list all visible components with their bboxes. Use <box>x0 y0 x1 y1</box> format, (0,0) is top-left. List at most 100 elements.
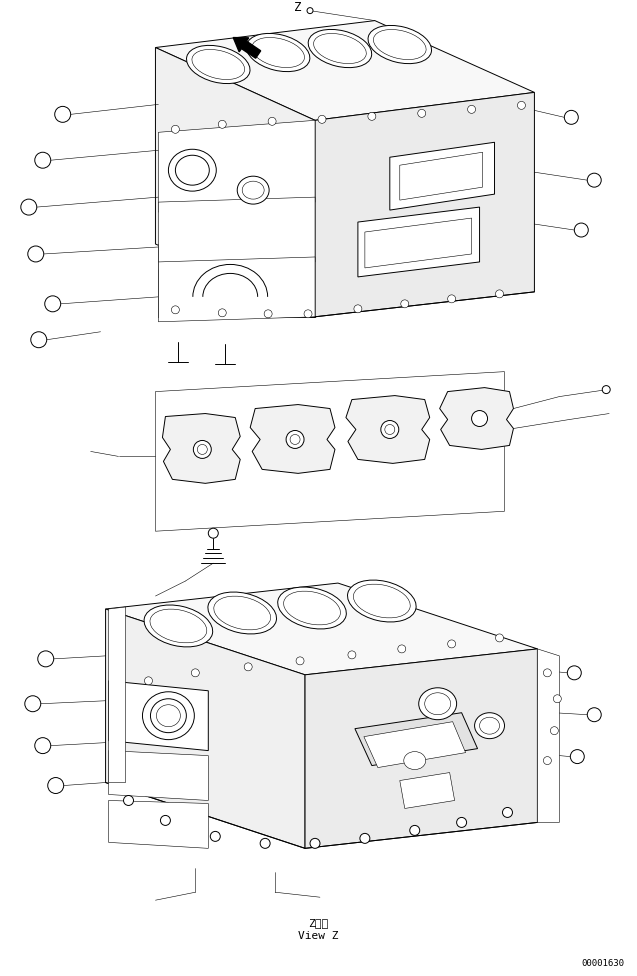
Ellipse shape <box>144 605 213 647</box>
Ellipse shape <box>168 149 217 191</box>
Circle shape <box>21 199 37 215</box>
Polygon shape <box>538 649 559 823</box>
Circle shape <box>448 640 455 648</box>
Polygon shape <box>390 142 494 210</box>
Ellipse shape <box>348 580 416 622</box>
Circle shape <box>543 756 552 764</box>
Circle shape <box>55 106 71 122</box>
Circle shape <box>48 778 64 793</box>
Polygon shape <box>400 773 455 808</box>
Polygon shape <box>365 218 471 268</box>
Circle shape <box>244 663 252 671</box>
Circle shape <box>410 826 420 835</box>
Circle shape <box>25 696 41 712</box>
Circle shape <box>197 444 207 455</box>
Ellipse shape <box>143 692 194 740</box>
Polygon shape <box>108 681 208 751</box>
Circle shape <box>517 102 526 109</box>
Ellipse shape <box>283 591 340 625</box>
Polygon shape <box>155 48 315 317</box>
Circle shape <box>401 300 409 307</box>
Circle shape <box>290 434 300 444</box>
Polygon shape <box>358 207 480 277</box>
Ellipse shape <box>404 752 426 769</box>
Circle shape <box>360 834 370 843</box>
Ellipse shape <box>237 177 269 204</box>
Polygon shape <box>108 800 208 848</box>
Ellipse shape <box>419 688 457 719</box>
Circle shape <box>354 305 362 312</box>
Circle shape <box>218 308 226 317</box>
Circle shape <box>543 669 552 676</box>
Ellipse shape <box>214 596 271 630</box>
Circle shape <box>564 110 578 124</box>
Ellipse shape <box>278 587 347 629</box>
Ellipse shape <box>475 712 505 739</box>
Circle shape <box>145 676 152 685</box>
FancyArrow shape <box>233 37 261 59</box>
Text: Z　視: Z 視 <box>308 918 328 928</box>
Circle shape <box>575 224 588 237</box>
Polygon shape <box>162 414 240 483</box>
Circle shape <box>496 290 503 298</box>
Ellipse shape <box>247 33 310 71</box>
Polygon shape <box>400 152 483 200</box>
Text: View Z: View Z <box>297 931 338 941</box>
Circle shape <box>397 645 406 653</box>
Circle shape <box>348 651 356 659</box>
Ellipse shape <box>368 25 431 63</box>
Circle shape <box>264 309 272 318</box>
Polygon shape <box>364 721 466 767</box>
Polygon shape <box>106 583 538 674</box>
Circle shape <box>568 666 582 680</box>
Polygon shape <box>250 405 335 473</box>
Circle shape <box>35 738 51 753</box>
Ellipse shape <box>175 155 210 185</box>
Circle shape <box>124 795 134 805</box>
Circle shape <box>496 634 503 642</box>
Polygon shape <box>305 649 538 848</box>
Ellipse shape <box>354 585 410 618</box>
Circle shape <box>448 295 455 303</box>
Circle shape <box>418 109 426 117</box>
Circle shape <box>554 695 561 703</box>
Ellipse shape <box>313 33 366 63</box>
Polygon shape <box>159 197 315 270</box>
Circle shape <box>31 332 47 347</box>
Circle shape <box>194 440 211 459</box>
Circle shape <box>587 708 601 721</box>
Circle shape <box>304 309 312 318</box>
Polygon shape <box>159 120 315 212</box>
Circle shape <box>286 430 304 448</box>
Circle shape <box>318 115 326 123</box>
Polygon shape <box>155 372 505 531</box>
Polygon shape <box>440 387 513 449</box>
Circle shape <box>296 657 304 665</box>
Ellipse shape <box>425 693 450 714</box>
Circle shape <box>503 807 513 818</box>
Circle shape <box>210 832 220 841</box>
Polygon shape <box>346 395 430 464</box>
Circle shape <box>310 838 320 848</box>
Ellipse shape <box>150 609 207 643</box>
Circle shape <box>28 246 44 262</box>
Circle shape <box>208 528 218 538</box>
Ellipse shape <box>157 705 180 727</box>
Ellipse shape <box>373 29 426 60</box>
Circle shape <box>457 818 466 828</box>
Ellipse shape <box>192 50 245 79</box>
Polygon shape <box>155 20 534 120</box>
Circle shape <box>268 117 276 125</box>
Circle shape <box>602 386 610 393</box>
Circle shape <box>468 105 476 113</box>
Polygon shape <box>355 712 478 765</box>
Circle shape <box>368 112 376 120</box>
Circle shape <box>161 815 171 826</box>
Polygon shape <box>315 93 534 317</box>
Circle shape <box>171 125 180 134</box>
Ellipse shape <box>208 592 276 634</box>
Circle shape <box>471 411 487 427</box>
Text: 00001630: 00001630 <box>581 958 624 967</box>
Circle shape <box>587 173 601 187</box>
Ellipse shape <box>308 29 371 67</box>
